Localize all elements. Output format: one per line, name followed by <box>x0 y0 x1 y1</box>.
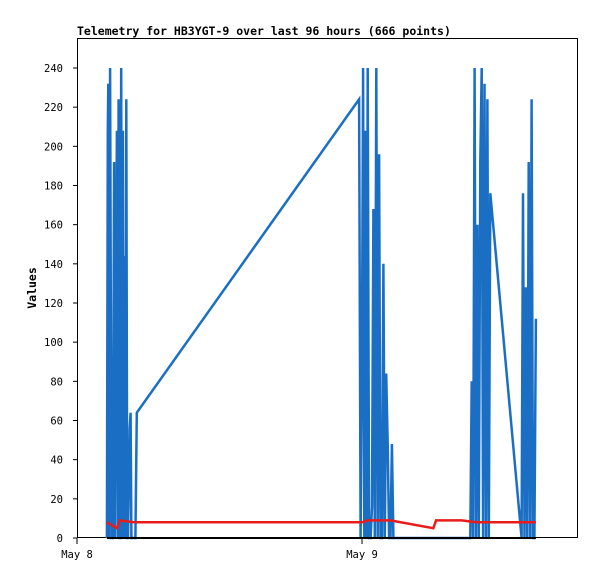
y-tick-label: 180 <box>44 181 63 193</box>
y-tick-label: 200 <box>44 141 63 153</box>
y-tick-label: 60 <box>50 416 63 428</box>
y-tick-label: 160 <box>44 220 63 232</box>
y-tick-label: 120 <box>44 298 63 310</box>
y-tick-label: 100 <box>44 337 63 349</box>
y-tick-label: 20 <box>50 494 63 506</box>
x-tick-label: May 8 <box>61 549 93 561</box>
y-axis-label: Values <box>25 267 39 309</box>
series-line-red <box>106 519 536 531</box>
y-tick-label: 140 <box>44 259 63 271</box>
y-tick-label: 40 <box>50 455 63 467</box>
x-tick-label: May 9 <box>346 549 378 561</box>
chart-title: Telemetry for HB3YGT-9 over last 96 hour… <box>77 24 451 38</box>
series-layer <box>105 67 538 540</box>
y-tick-label: 220 <box>44 102 63 114</box>
axis-layer: 0 20 40 60 80 100 120 140 160 180 200 220 240 May 8 Ma… <box>44 63 378 561</box>
y-tick-label: 0 <box>57 533 63 545</box>
y-tick-label: 240 <box>44 63 63 75</box>
y-tick-label: 80 <box>50 376 63 388</box>
